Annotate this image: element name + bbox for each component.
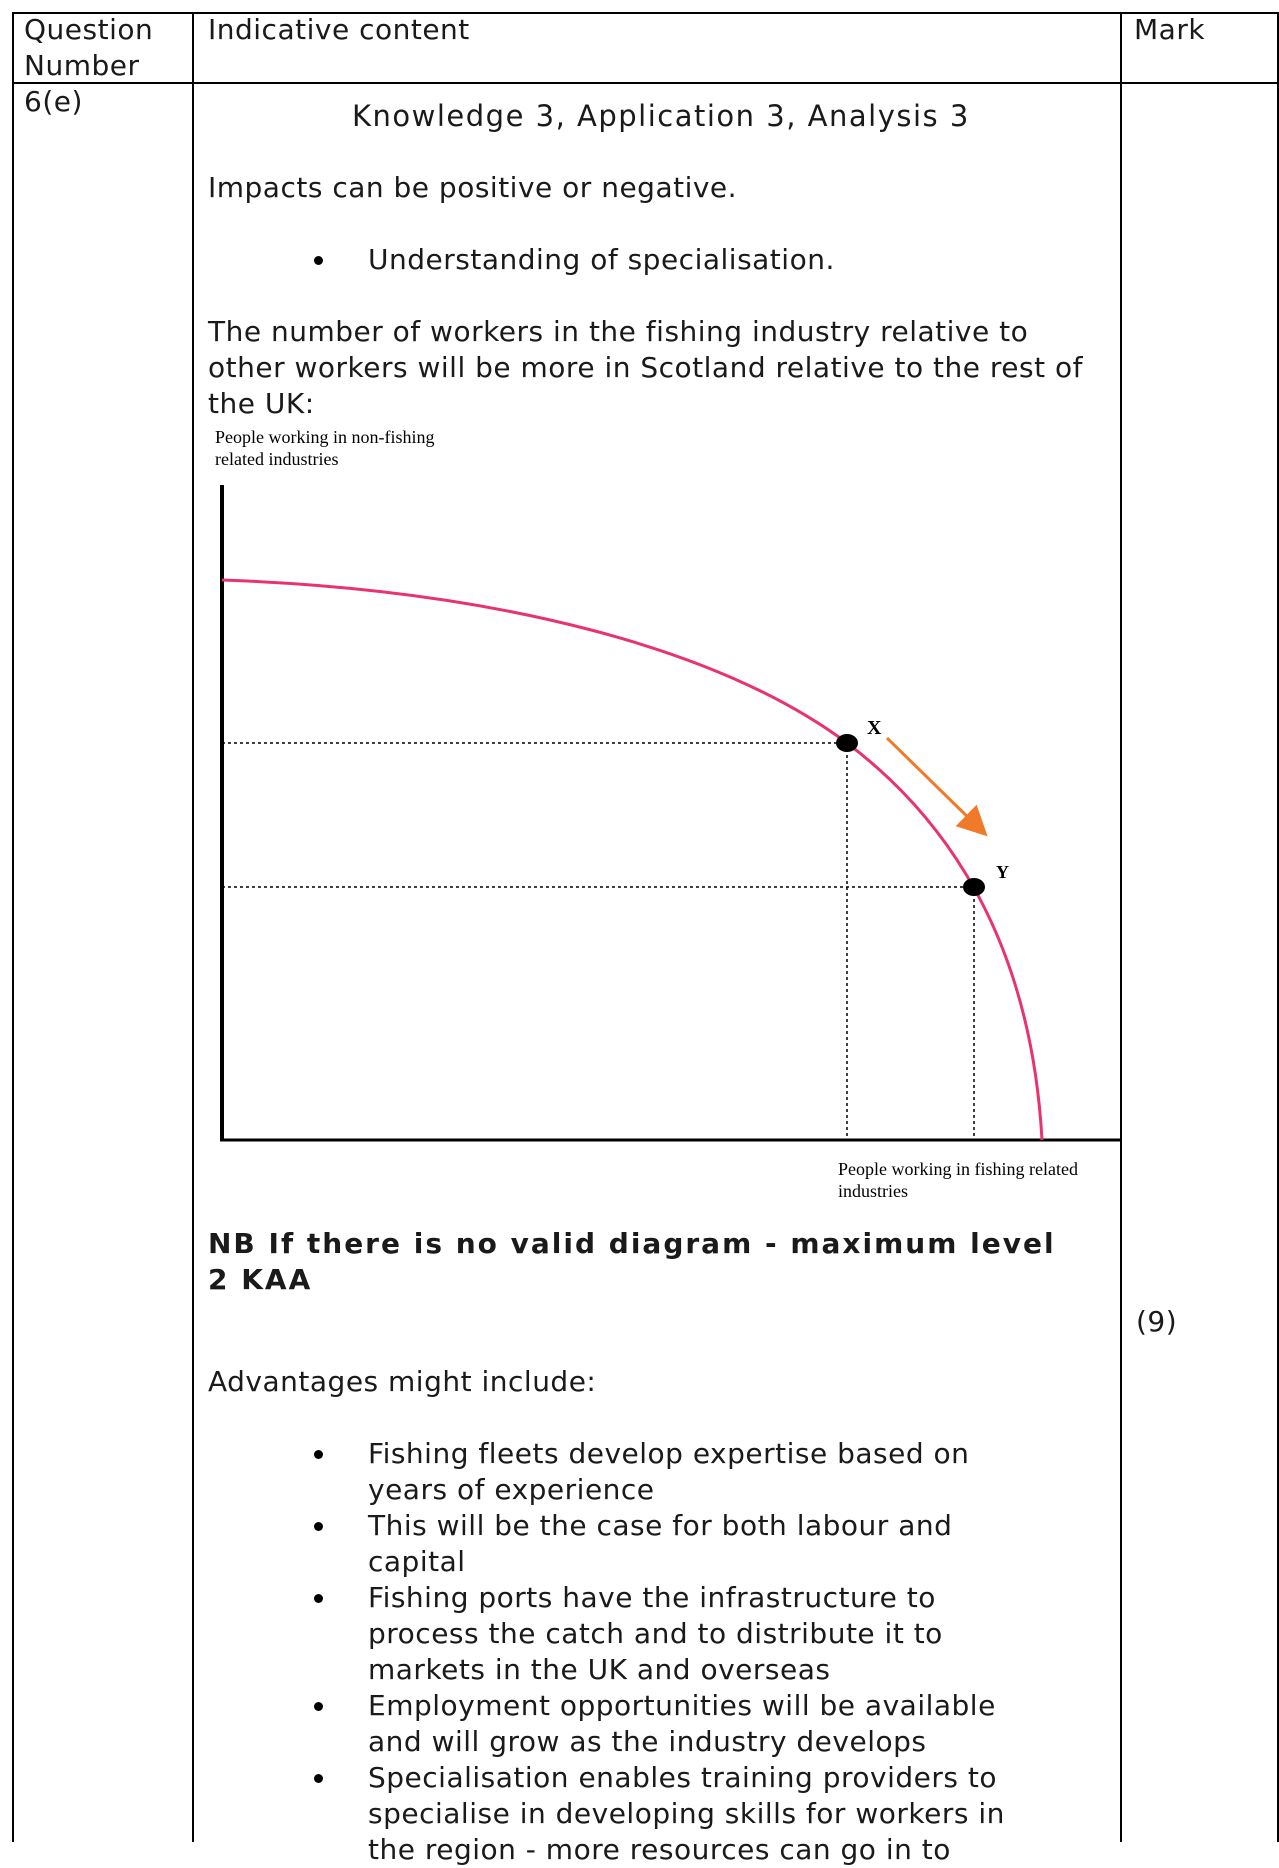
nb-note: NB If there is no valid diagram - maximu… — [208, 1227, 1056, 1296]
point-x-label: X — [867, 717, 882, 739]
list-item: Employment opportunities will be availab… — [314, 1688, 1014, 1760]
list-item: Specialisation enables training provider… — [314, 1760, 1014, 1868]
list-item: Fishing ports have the infrastructure to… — [314, 1580, 1014, 1688]
table-left-border — [12, 12, 14, 1842]
list-item: Understanding of specialisation. — [314, 242, 835, 278]
column-divider-2 — [1120, 12, 1122, 1842]
bullet-icon — [314, 1774, 323, 1783]
paragraph-text: The number of workers in the fishing ind… — [208, 315, 1083, 420]
table-top-border — [12, 12, 1279, 14]
ppf-curve — [221, 578, 1044, 1141]
header-bottom-border — [12, 82, 1279, 84]
bullet-icon — [314, 1450, 323, 1459]
y-axis-label: People working in non-fishing related in… — [215, 427, 435, 469]
column-divider-1 — [192, 12, 194, 1842]
advantages-heading: Advantages might include: — [208, 1365, 597, 1398]
movement-arrow — [885, 736, 988, 837]
list-item: This will be the case for both labour an… — [314, 1508, 1014, 1580]
header-indicative-content: Indicative content — [208, 13, 470, 46]
point-y-label: Y — [996, 862, 1009, 882]
question-number: 6(e) — [24, 85, 83, 118]
advantages-list: Fishing fleets develop expertise based o… — [314, 1436, 1014, 1868]
first-bullet-list: Understanding of specialisation. — [314, 242, 835, 278]
x-axis-label: People working in fishing related indust… — [838, 1159, 1078, 1201]
mark-scheme-page: Question Number Indicative content Mark … — [12, 12, 1279, 1866]
header-mark: Mark — [1134, 13, 1206, 46]
table-right-border — [1277, 12, 1279, 1842]
header-question-number: Question Number — [24, 13, 154, 82]
content-heading: Knowledge 3, Application 3, Analysis 3 — [352, 99, 970, 133]
point-x — [836, 734, 858, 752]
mark-value: (9) — [1136, 1305, 1178, 1338]
ppf-diagram: X Y — [220, 485, 1122, 1142]
bullet-icon — [314, 256, 323, 265]
bullet-icon — [314, 1594, 323, 1603]
bullet-icon — [314, 1522, 323, 1531]
bullet-icon — [314, 1702, 323, 1711]
list-item: Fishing fleets develop expertise based o… — [314, 1436, 1014, 1508]
intro-text: Impacts can be positive or negative. — [208, 171, 738, 204]
point-y — [963, 878, 985, 896]
